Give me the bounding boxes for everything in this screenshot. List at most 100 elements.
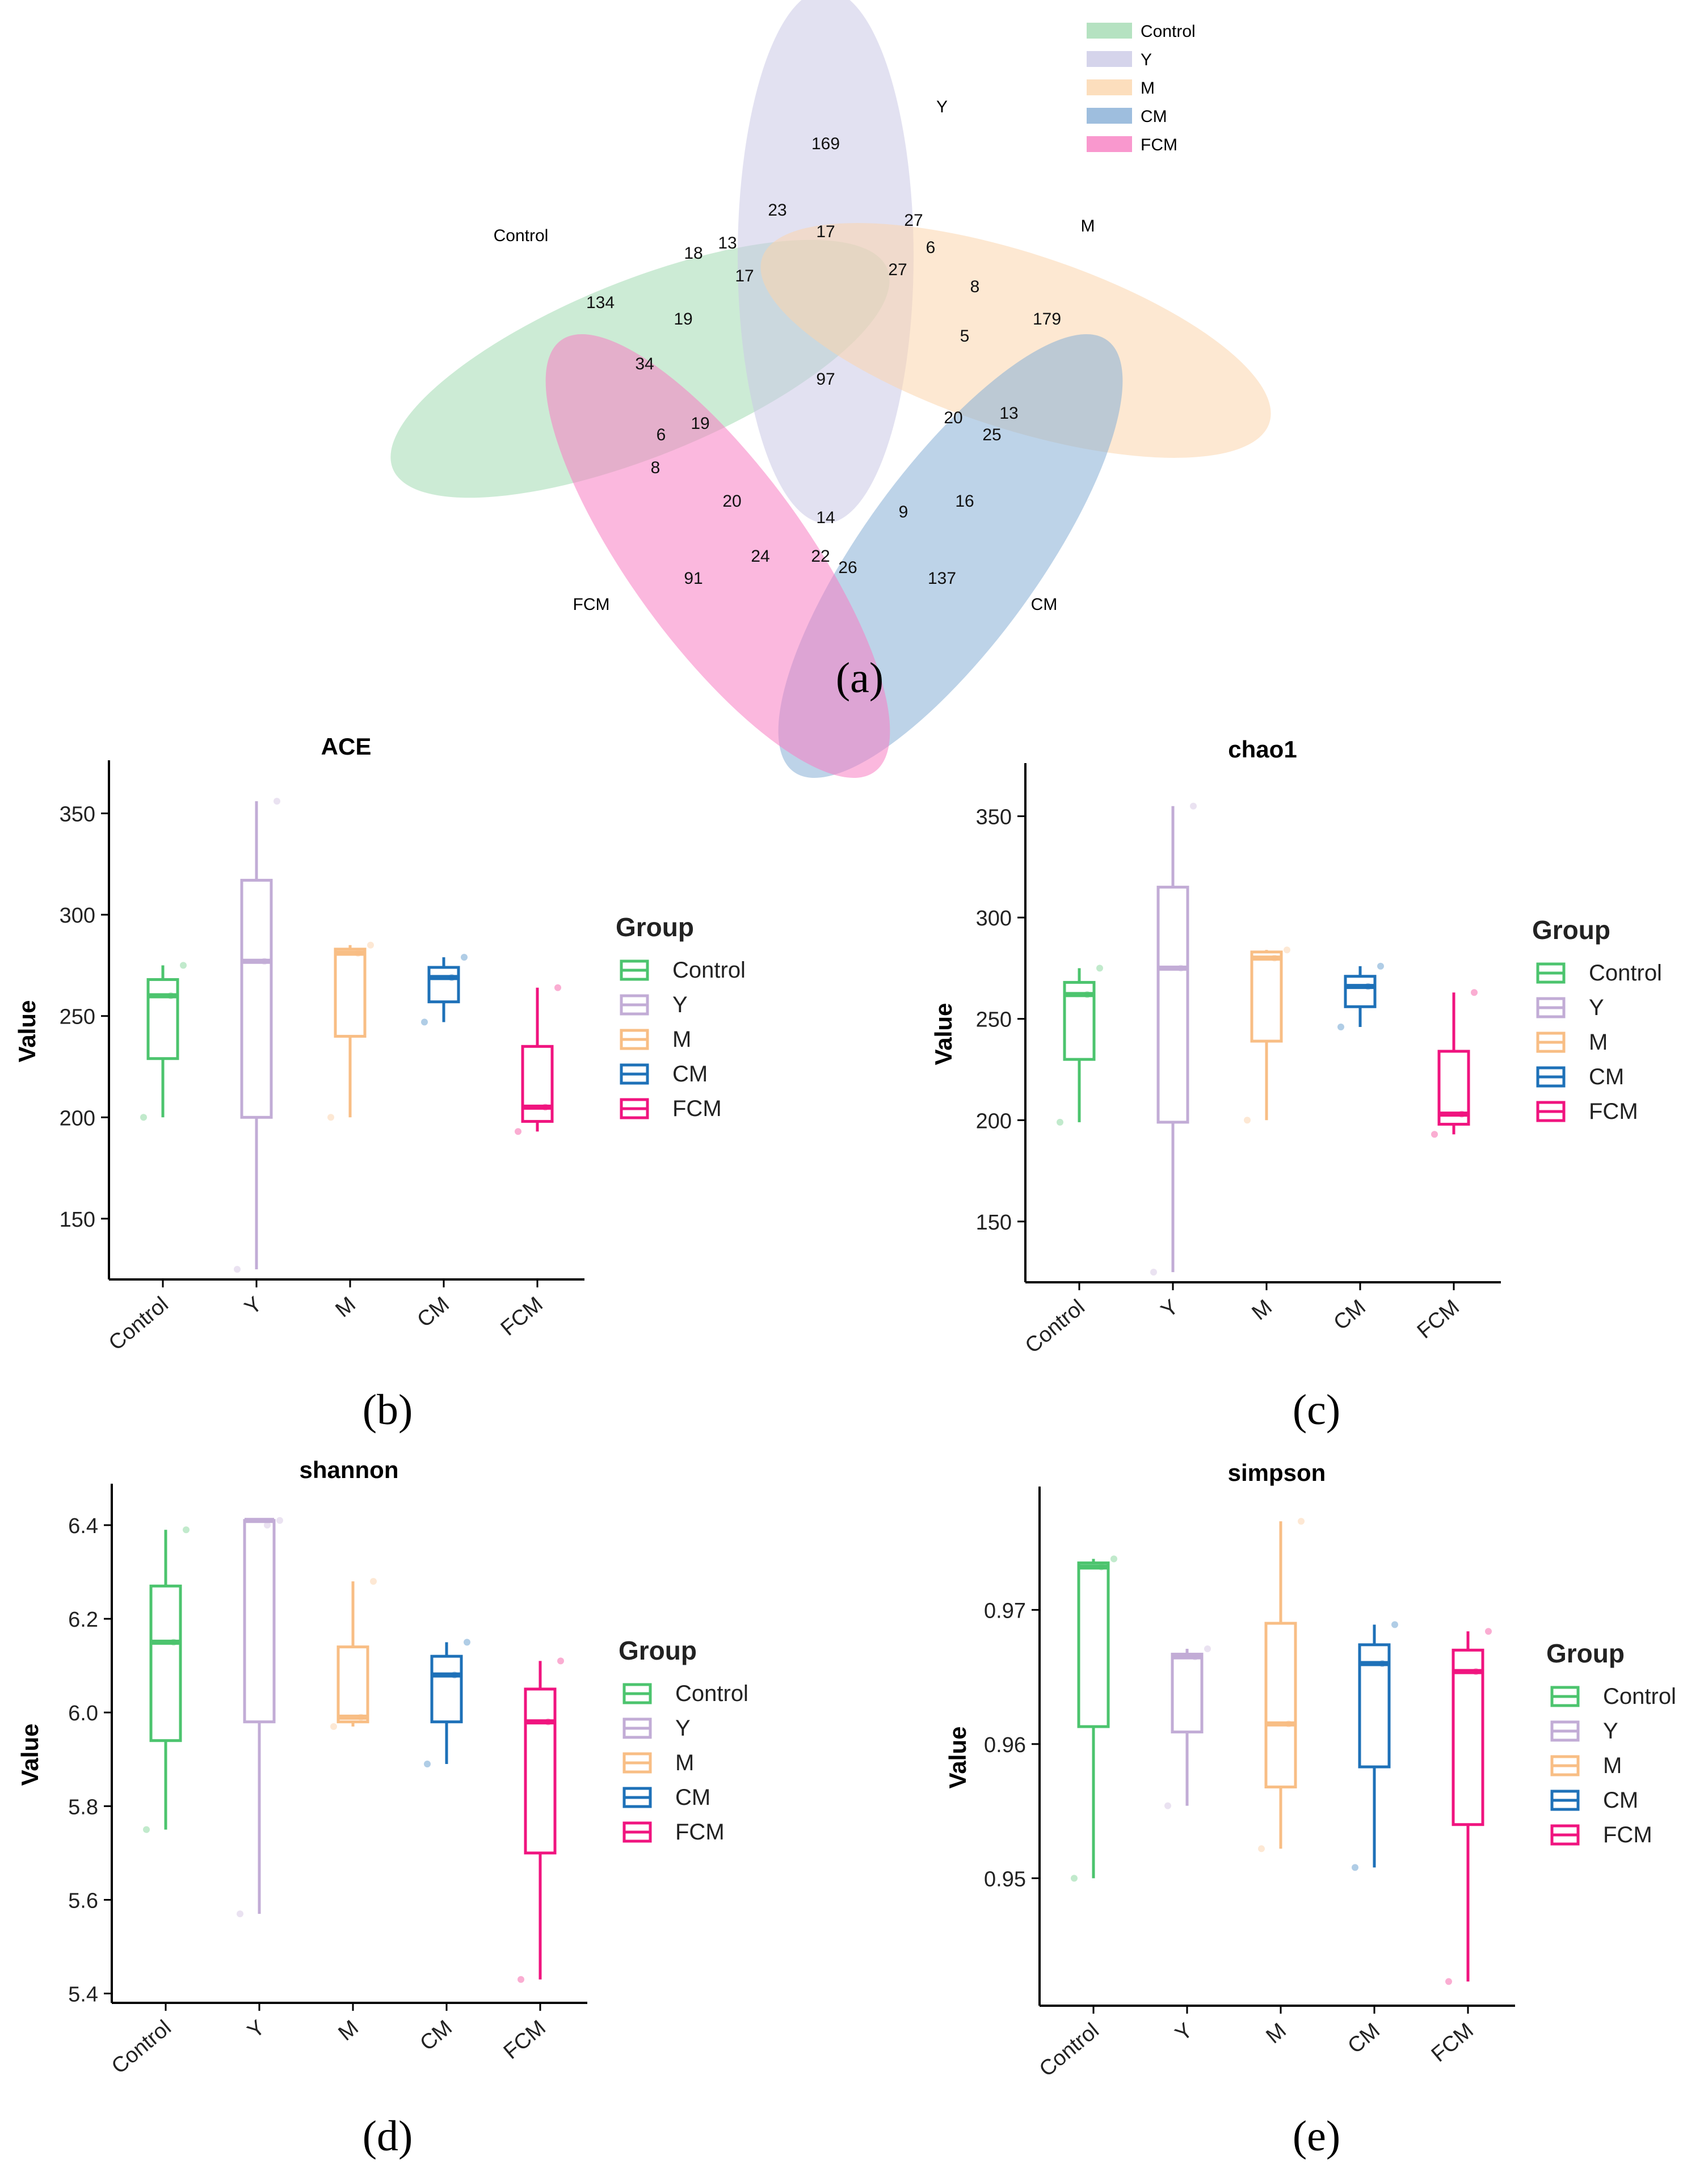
x-tick-label-cm: CM xyxy=(1330,1295,1370,1335)
data-point xyxy=(554,984,561,991)
venn-region-count: 5 xyxy=(960,327,970,346)
venn-region-count: 26 xyxy=(838,558,857,577)
venn-region-count: 34 xyxy=(635,355,654,373)
x-tick-label-fcm: FCM xyxy=(1427,2019,1478,2067)
box-iqr xyxy=(1358,1643,1391,1769)
venn-region-count: 169 xyxy=(811,134,840,153)
venn-label-cm: CM xyxy=(1031,595,1058,614)
legend-label: CM xyxy=(1603,1788,1638,1813)
data-point xyxy=(1284,946,1290,954)
legend-item-y: Y xyxy=(1536,995,1604,1020)
data-point xyxy=(143,1826,150,1833)
legend-item-m: M xyxy=(1536,1030,1608,1055)
y-axis-title: Value xyxy=(14,1000,40,1063)
y-axis-title: Value xyxy=(944,1727,971,1789)
legend-item-control: Control xyxy=(1536,961,1662,986)
box-cm xyxy=(1337,962,1384,1030)
data-point xyxy=(461,954,468,961)
box-iqr xyxy=(430,1654,463,1724)
legend-label: CM xyxy=(1589,1064,1624,1089)
y-tick-label: 150 xyxy=(60,1208,95,1232)
venn-legend-swatch-m xyxy=(1087,79,1132,95)
legend-label: CM xyxy=(675,1785,710,1810)
legend-label: FCM xyxy=(1603,1822,1652,1847)
venn-region-count: 19 xyxy=(691,414,709,433)
venn-region-count: 13 xyxy=(999,404,1018,423)
data-point xyxy=(264,1522,271,1529)
legend-label: Control xyxy=(1589,961,1662,986)
venn-legend-swatch-control xyxy=(1087,23,1132,39)
data-point xyxy=(1377,962,1384,970)
y-tick-label: 200 xyxy=(976,1109,1012,1133)
figure-label-e: (e) xyxy=(1293,2112,1340,2160)
data-point xyxy=(234,1266,241,1273)
data-point xyxy=(357,1713,364,1721)
data-point xyxy=(1071,1875,1078,1882)
legend-title: Group xyxy=(619,1636,697,1665)
box-y xyxy=(237,1517,283,1918)
venn-label-fcm: FCM xyxy=(573,595,610,614)
box-iqr xyxy=(1156,886,1189,1124)
y-tick-label: 200 xyxy=(60,1106,95,1130)
legend-item-cm: CM xyxy=(1550,1788,1638,1813)
data-point xyxy=(1271,954,1278,962)
venn-legend-swatch-fcm xyxy=(1087,136,1132,152)
data-point xyxy=(1285,1720,1292,1728)
data-point xyxy=(542,1104,549,1111)
box-cm xyxy=(1352,1621,1398,1871)
box-control xyxy=(140,962,187,1121)
data-point xyxy=(448,974,455,981)
data-point xyxy=(1150,1269,1157,1276)
chart-title: chao1 xyxy=(1228,736,1297,763)
legend-label: Y xyxy=(675,1716,691,1741)
legend-item-fcm: FCM xyxy=(1536,1099,1638,1124)
legend-label: M xyxy=(1603,1753,1622,1778)
data-point xyxy=(276,1517,283,1524)
box-y xyxy=(1164,1645,1211,1809)
venn-region-count: 27 xyxy=(904,211,923,230)
data-point xyxy=(1164,1802,1171,1809)
data-point xyxy=(167,992,174,999)
x-tick-label-cm: CM xyxy=(416,2016,457,2056)
legend-title: Group xyxy=(1532,915,1610,945)
box-fcm xyxy=(515,984,561,1135)
data-point xyxy=(1190,802,1197,810)
x-tick-label-y: Y xyxy=(243,2016,269,2043)
box-y xyxy=(1150,802,1197,1276)
legend-item-control: Control xyxy=(1550,1684,1676,1709)
venn-region-count: 137 xyxy=(928,569,956,588)
data-point xyxy=(355,950,361,957)
y-tick-label: 6.4 xyxy=(68,1514,98,1538)
venn-region-count: 19 xyxy=(674,310,692,329)
data-point xyxy=(1431,1131,1438,1138)
y-tick-label: 350 xyxy=(976,806,1012,830)
legend-item-control: Control xyxy=(622,1681,748,1706)
y-tick-label: 350 xyxy=(60,803,95,827)
box-iqr xyxy=(1171,1652,1204,1734)
legend-item-m: M xyxy=(620,1027,691,1052)
box-m xyxy=(327,941,374,1121)
venn-region-count: 25 xyxy=(982,426,1001,444)
box-iqr xyxy=(1077,1561,1110,1728)
x-tick-label-y: Y xyxy=(1171,2019,1197,2046)
y-tick-label: 300 xyxy=(976,907,1012,931)
venn-region-count: 6 xyxy=(657,426,666,444)
box-cm xyxy=(424,1639,470,1768)
y-tick-label: 150 xyxy=(976,1211,1012,1235)
data-point xyxy=(1352,1864,1358,1871)
data-point xyxy=(1057,1118,1063,1126)
legend-item-fcm: FCM xyxy=(1550,1822,1652,1847)
data-point xyxy=(1379,1660,1386,1667)
venn-region-count: 179 xyxy=(1033,310,1061,329)
box-iqr xyxy=(334,948,367,1038)
venn-region-count: 16 xyxy=(955,492,974,511)
x-tick-label-m: M xyxy=(1248,1295,1277,1325)
venn-set-fcm xyxy=(545,334,890,778)
venn-region-count: 17 xyxy=(735,267,754,285)
data-point xyxy=(180,962,187,969)
legend-label: FCM xyxy=(1589,1099,1638,1124)
box-m xyxy=(1244,946,1290,1124)
data-point xyxy=(518,1976,524,1983)
